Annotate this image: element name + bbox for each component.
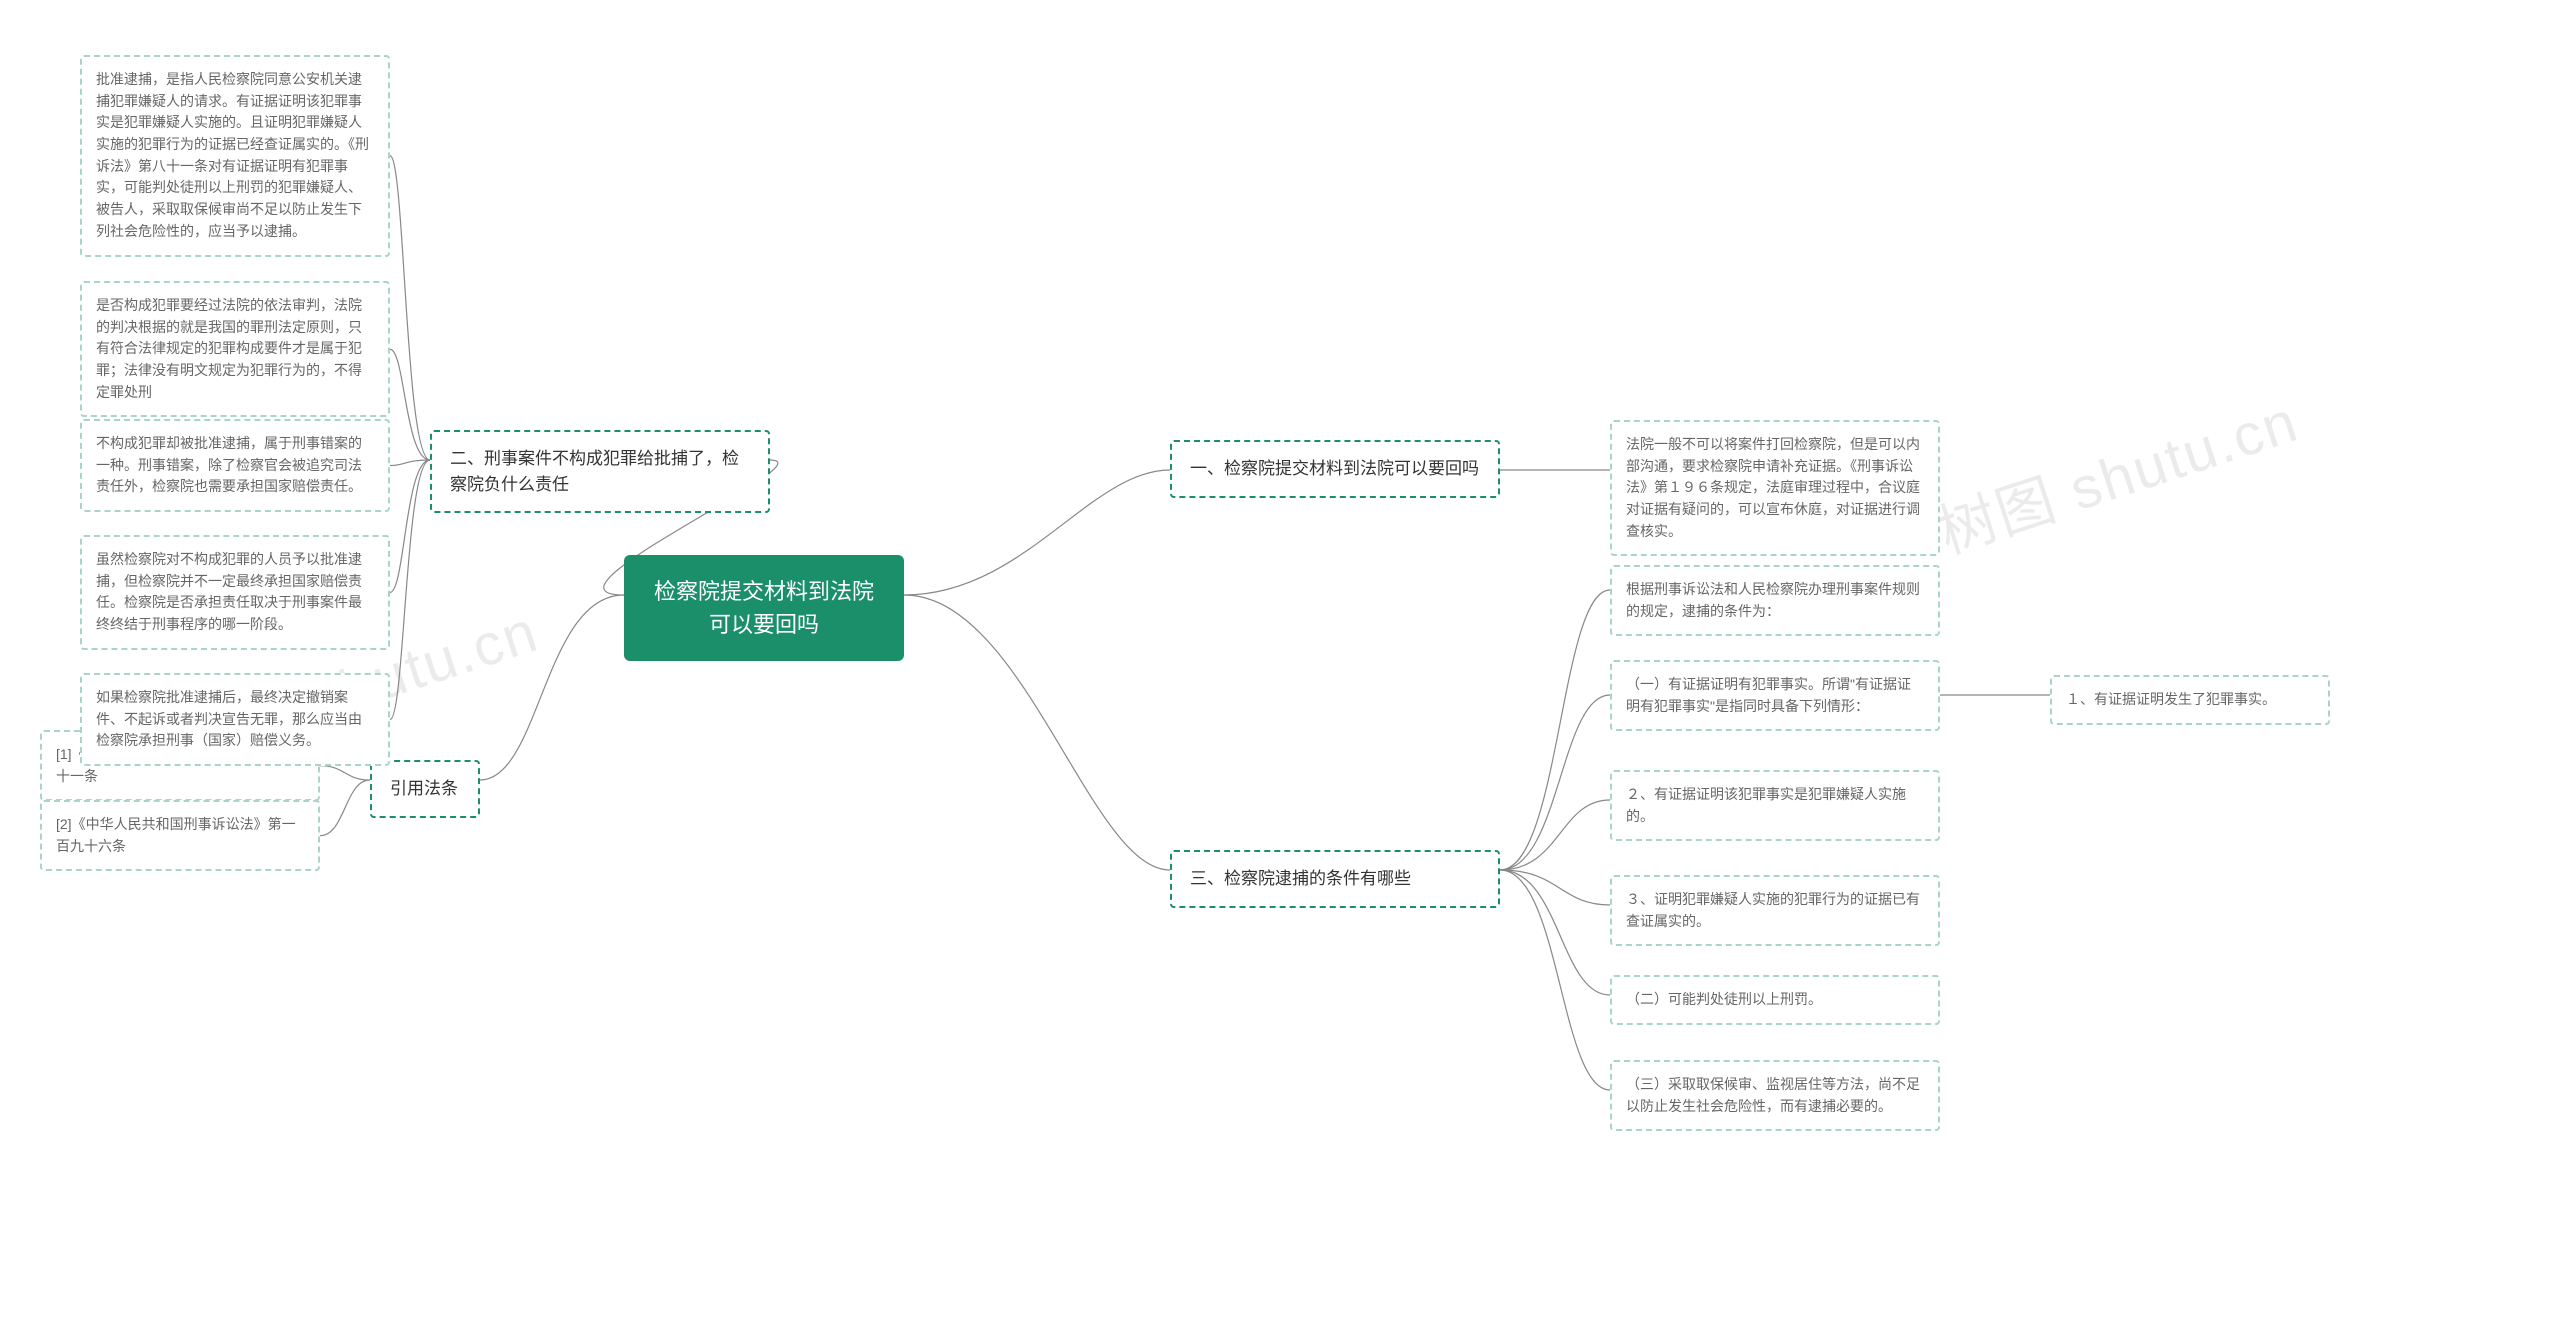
branch-4: 引用法条 xyxy=(370,760,480,818)
watermark-right: 树图 shutu.cn xyxy=(1926,374,2307,569)
branch-2-leaf-4: 虽然检察院对不构成犯罪的人员予以批准逮捕，但检察院并不一定最终承担国家赔偿责任。… xyxy=(80,535,390,650)
branch-2-leaf-3: 不构成犯罪却被批准逮捕，属于刑事错案的一种。刑事错案，除了检察官会被追究司法责任… xyxy=(80,419,390,512)
center-node: 检察院提交材料到法院可以要回吗 xyxy=(624,555,904,661)
branch-3-leaf-5: （二）可能判处徒刑以上刑罚。 xyxy=(1610,975,1940,1025)
branch-3-leaf-2-sub: １、有证据证明发生了犯罪事实。 xyxy=(2050,675,2330,725)
branch-3-leaf-2: （一）有证据证明有犯罪事实。所谓"有证据证明有犯罪事实"是指同时具备下列情形： xyxy=(1610,660,1940,731)
branch-3-leaf-3: ２、有证据证明该犯罪事实是犯罪嫌疑人实施的。 xyxy=(1610,770,1940,841)
branch-2-leaf-5: 如果检察院批准逮捕后，最终决定撤销案件、不起诉或者判决宣告无罪，那么应当由检察院… xyxy=(80,673,390,766)
branch-2-leaf-2: 是否构成犯罪要经过法院的依法审判，法院的判决根据的就是我国的罪刑法定原则，只有符… xyxy=(80,281,390,417)
branch-3: 三、检察院逮捕的条件有哪些 xyxy=(1170,850,1500,908)
branch-4-leaf-2: [2]《中华人民共和国刑事诉讼法》第一百九十六条 xyxy=(40,800,320,871)
branch-3-leaf-1: 根据刑事诉讼法和人民检察院办理刑事案件规则的规定，逮捕的条件为： xyxy=(1610,565,1940,636)
branch-3-leaf-4: ３、证明犯罪嫌疑人实施的犯罪行为的证据已有查证属实的。 xyxy=(1610,875,1940,946)
branch-3-leaf-6: （三）采取取保候审、监视居住等方法，尚不足以防止发生社会危险性，而有逮捕必要的。 xyxy=(1610,1060,1940,1131)
branch-2: 二、刑事案件不构成犯罪给批捕了，检察院负什么责任 xyxy=(430,430,770,513)
branch-1: 一、检察院提交材料到法院可以要回吗 xyxy=(1170,440,1500,498)
branch-1-leaf-1: 法院一般不可以将案件打回检察院，但是可以内部沟通，要求检察院申请补充证据。《刑事… xyxy=(1610,420,1940,556)
branch-2-leaf-1: 批准逮捕，是指人民检察院同意公安机关逮捕犯罪嫌疑人的请求。有证据证明该犯罪事实是… xyxy=(80,55,390,257)
